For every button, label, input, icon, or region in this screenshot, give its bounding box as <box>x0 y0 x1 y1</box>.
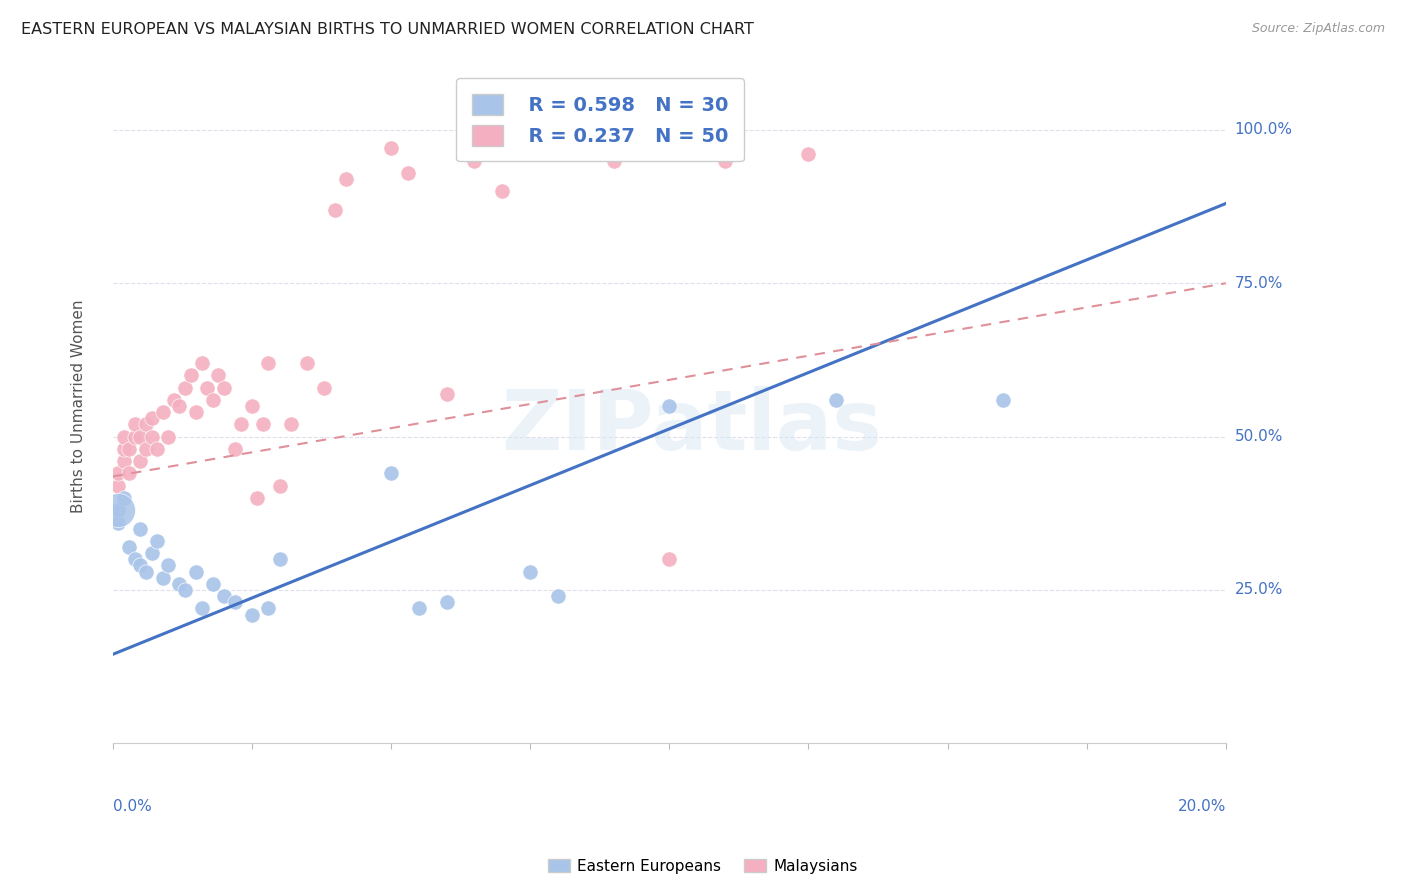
Point <box>207 368 229 383</box>
Point <box>993 392 1015 407</box>
Point <box>107 479 129 493</box>
Point <box>314 380 336 394</box>
Point <box>107 516 129 530</box>
Point <box>658 552 681 566</box>
Point <box>547 589 569 603</box>
Legend: Eastern Europeans, Malaysians: Eastern Europeans, Malaysians <box>543 853 863 880</box>
Point <box>658 399 681 413</box>
Point <box>146 533 169 548</box>
Point <box>169 577 191 591</box>
Point <box>229 417 252 432</box>
Point <box>129 558 152 573</box>
Point <box>335 172 357 186</box>
Point <box>141 429 163 443</box>
Point <box>157 558 180 573</box>
Point <box>190 356 212 370</box>
Point <box>163 392 186 407</box>
Point <box>169 399 191 413</box>
Point <box>201 392 224 407</box>
Point <box>129 429 152 443</box>
Point <box>240 607 263 622</box>
Point <box>180 368 202 383</box>
Text: 75.0%: 75.0% <box>1234 276 1284 291</box>
Point <box>269 479 291 493</box>
Point <box>174 582 197 597</box>
Point <box>184 565 207 579</box>
Point <box>118 467 141 481</box>
Text: ZIPatlas: ZIPatlas <box>501 385 882 467</box>
Point <box>129 454 152 468</box>
Point <box>257 356 280 370</box>
Point <box>135 565 157 579</box>
Point <box>146 442 169 456</box>
Point <box>195 380 218 394</box>
Point <box>252 417 274 432</box>
Point <box>112 454 135 468</box>
Point <box>224 595 246 609</box>
Point <box>269 552 291 566</box>
Point <box>124 417 146 432</box>
Point <box>602 153 624 168</box>
Text: EASTERN EUROPEAN VS MALAYSIAN BIRTHS TO UNMARRIED WOMEN CORRELATION CHART: EASTERN EUROPEAN VS MALAYSIAN BIRTHS TO … <box>21 22 754 37</box>
Point <box>135 442 157 456</box>
Point <box>201 577 224 591</box>
Point <box>380 467 402 481</box>
Point <box>152 571 174 585</box>
Point <box>152 405 174 419</box>
Point <box>124 429 146 443</box>
Point <box>212 589 235 603</box>
Point <box>257 601 280 615</box>
Point <box>112 491 135 505</box>
Text: 25.0%: 25.0% <box>1234 582 1284 598</box>
Point <box>797 147 820 161</box>
Text: 100.0%: 100.0% <box>1234 122 1292 137</box>
Text: 50.0%: 50.0% <box>1234 429 1284 444</box>
Point <box>141 411 163 425</box>
Point <box>118 540 141 554</box>
Point <box>240 399 263 413</box>
Text: 20.0%: 20.0% <box>1177 798 1226 814</box>
Point <box>491 184 513 198</box>
Point <box>280 417 302 432</box>
Point <box>157 429 180 443</box>
Point <box>224 442 246 456</box>
Point <box>519 565 541 579</box>
Point <box>297 356 319 370</box>
Point <box>124 552 146 566</box>
Text: 0.0%: 0.0% <box>112 798 152 814</box>
Point <box>129 522 152 536</box>
Point <box>107 503 129 517</box>
Point <box>408 601 430 615</box>
Point <box>436 386 458 401</box>
Point <box>380 141 402 155</box>
Legend:   R = 0.598   N = 30,   R = 0.237   N = 50: R = 0.598 N = 30, R = 0.237 N = 50 <box>457 78 744 161</box>
Point <box>135 417 157 432</box>
Point <box>184 405 207 419</box>
Point <box>714 153 737 168</box>
Point <box>112 429 135 443</box>
Point <box>107 467 129 481</box>
Point <box>190 601 212 615</box>
Point <box>246 491 269 505</box>
Point <box>118 442 141 456</box>
Point <box>463 153 485 168</box>
Y-axis label: Births to Unmarried Women: Births to Unmarried Women <box>72 299 86 513</box>
Point <box>396 166 419 180</box>
Point <box>323 202 346 217</box>
Point <box>174 380 197 394</box>
Point <box>547 141 569 155</box>
Point <box>825 392 848 407</box>
Point <box>107 503 129 517</box>
Point <box>112 442 135 456</box>
Text: Source: ZipAtlas.com: Source: ZipAtlas.com <box>1251 22 1385 36</box>
Point <box>212 380 235 394</box>
Point <box>141 546 163 560</box>
Point <box>436 595 458 609</box>
